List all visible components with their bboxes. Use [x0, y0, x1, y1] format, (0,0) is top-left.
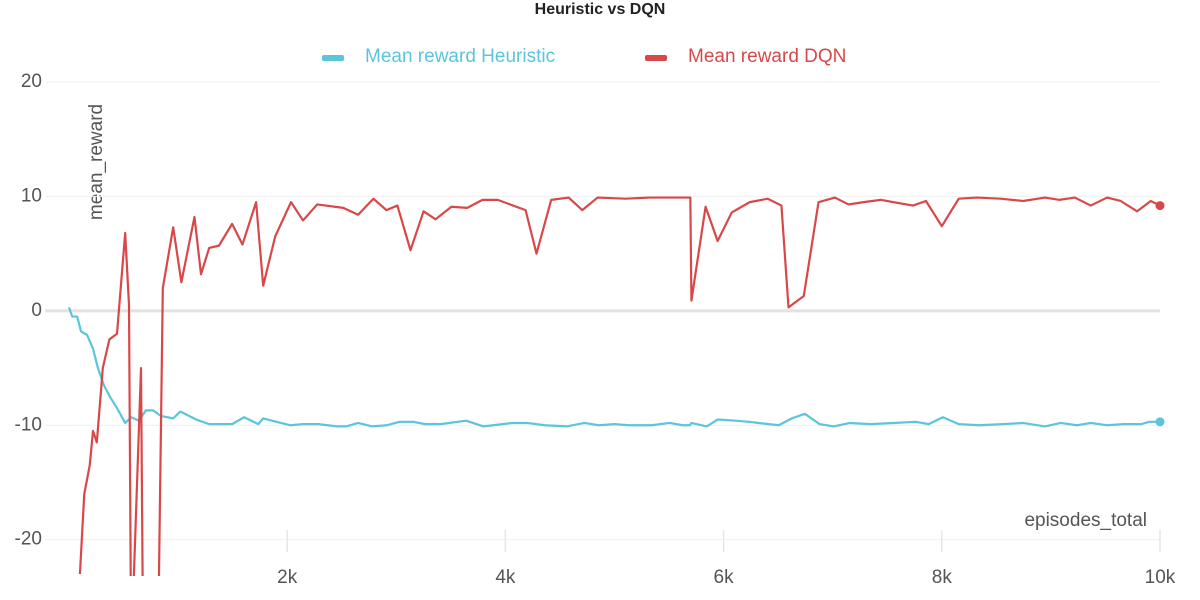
y-tick-label: -20: [15, 529, 42, 550]
plot-area: [67, 196, 1165, 576]
end-point: [1155, 417, 1165, 427]
x-tick-label: 4k: [495, 567, 516, 588]
legend-swatch: [322, 55, 344, 61]
x-axis-label: episodes_total: [1024, 510, 1147, 531]
y-axis-label: mean_reward: [86, 104, 107, 220]
y-tick-label: 0: [31, 300, 42, 321]
legend-swatch: [645, 55, 667, 61]
x-tick-label: 10k: [1145, 567, 1176, 588]
x-tick-label: 2k: [277, 567, 298, 588]
y-tick-label: 10: [21, 185, 42, 206]
legend-label: Mean reward DQN: [688, 46, 846, 67]
series-line: [67, 307, 1160, 428]
legend-label: Mean reward Heuristic: [365, 46, 555, 67]
y-tick-label: -10: [15, 414, 42, 435]
end-point: [1155, 201, 1165, 211]
chart-title: Heuristic vs DQN: [535, 1, 666, 18]
x-tick-label: 8k: [932, 567, 953, 588]
x-tick-label: 6k: [714, 567, 735, 588]
series-line: [78, 196, 1161, 576]
y-tick-label: 20: [21, 71, 42, 92]
